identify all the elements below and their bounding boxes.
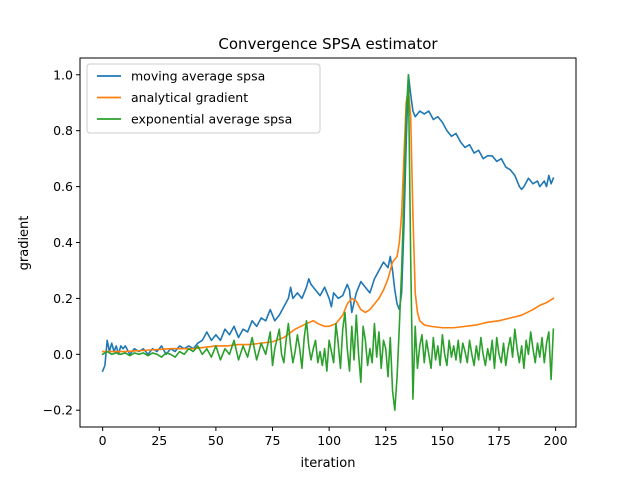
y-tick-label: −0.2 <box>43 403 73 418</box>
x-tick-label: 100 <box>317 433 341 448</box>
series-layer <box>101 73 555 412</box>
y-axis-ticks: −0.2 0.0 0.2 0.4 0.6 0.8 1.0 <box>43 67 80 418</box>
x-axis-ticks: 0 25 50 75 100 125 150 175 200 <box>99 427 568 448</box>
x-tick-label: 200 <box>544 433 568 448</box>
y-tick-label: 0.6 <box>53 179 73 194</box>
x-axis-label: iteration <box>301 456 356 471</box>
x-tick-label: 175 <box>487 433 511 448</box>
x-tick-label: 125 <box>374 433 398 448</box>
y-tick-label: 0.0 <box>53 347 73 362</box>
y-tick-label: 0.2 <box>53 291 73 306</box>
legend-label-2: analytical gradient <box>131 90 248 105</box>
series-line-1 <box>101 73 555 373</box>
legend-label-1: moving average spsa <box>131 69 265 84</box>
x-tick-label: 75 <box>265 433 281 448</box>
x-tick-label: 25 <box>151 433 167 448</box>
y-tick-label: 0.8 <box>53 123 73 138</box>
legend-label-3: exponential average spsa <box>131 112 292 127</box>
y-tick-label: 0.4 <box>53 235 73 250</box>
x-tick-label: 0 <box>99 433 107 448</box>
x-tick-label: 150 <box>430 433 454 448</box>
series-line-3 <box>101 73 555 412</box>
chart-title: Convergence SPSA estimator <box>218 35 438 53</box>
y-tick-label: 1.0 <box>53 67 73 82</box>
legend: moving average spsa analytical gradient ex… <box>86 63 321 134</box>
x-tick-label: 50 <box>208 433 224 448</box>
y-axis-label: gradient <box>17 216 32 271</box>
legend-box <box>86 63 321 134</box>
legend-items: moving average spsa analytical gradient ex… <box>97 69 292 127</box>
